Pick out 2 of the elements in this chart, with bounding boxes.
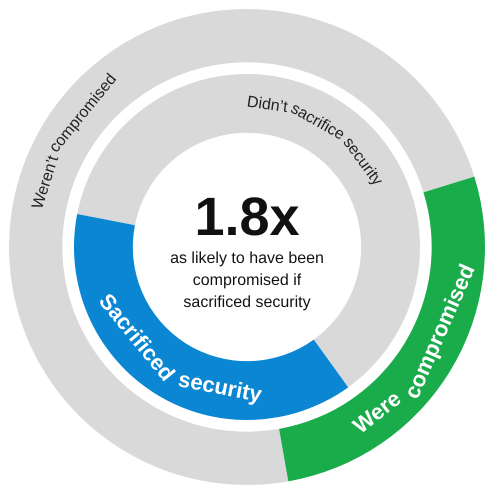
text: 1.8x — [194, 187, 300, 247]
text: as likely to have been compromised if sacrificed security — [170, 250, 324, 311]
